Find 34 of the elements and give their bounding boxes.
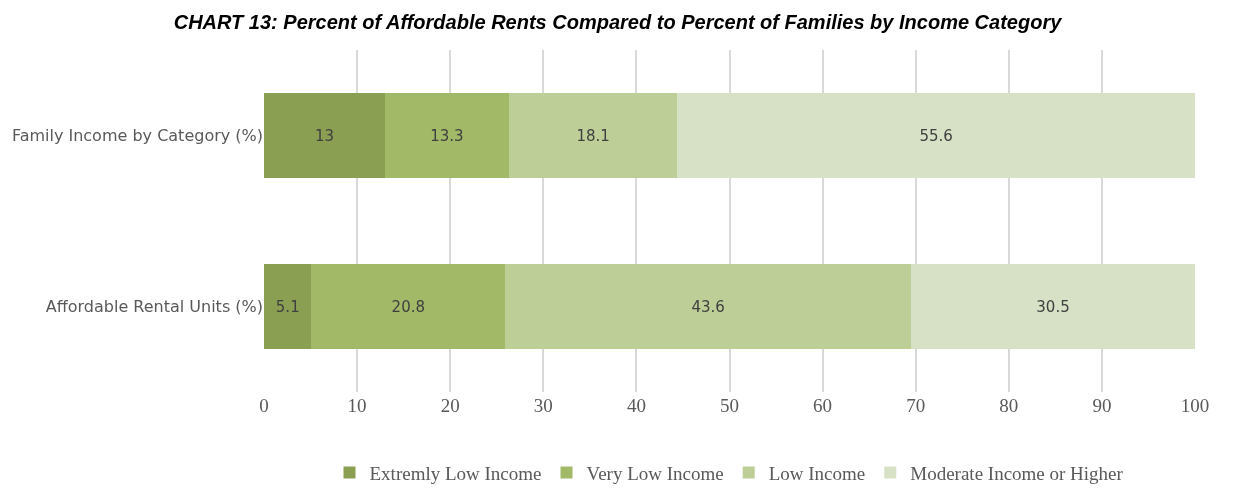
x-tick-label: 70 — [906, 395, 926, 416]
bar — [677, 92, 1195, 179]
bar — [911, 263, 1195, 350]
x-tick-label: 60 — [813, 395, 833, 416]
bar — [264, 263, 312, 350]
legend-label: Low Income — [768, 462, 866, 484]
data-label: 30.5 — [1036, 297, 1070, 316]
chart-title: CHART 13: Percent of Affordable Rents Compared to Percent of Families by Income Category — [173, 11, 1063, 34]
data-label: 55.6 — [919, 126, 953, 145]
data-label: 5.1 — [275, 297, 300, 316]
x-tick-label: 90 — [1092, 395, 1112, 416]
data-label: 18.1 — [576, 126, 610, 145]
x-tick-label: 20 — [440, 395, 460, 416]
data-label: 13 — [314, 126, 335, 145]
bar — [508, 92, 678, 179]
x-tick-label: 80 — [999, 395, 1019, 416]
bar — [311, 263, 506, 350]
x-tick-label: 40 — [626, 395, 646, 416]
data-label: 43.6 — [691, 297, 725, 316]
bar — [385, 92, 509, 179]
legend-label: Moderate Income or Higher — [910, 462, 1124, 484]
bar — [264, 92, 386, 179]
x-tick-label: 30 — [533, 395, 553, 416]
x-tick-label: 0 — [259, 395, 269, 416]
x-tick-label: 50 — [720, 395, 739, 416]
y-tick-label: Family Income by Category (%) — [11, 126, 263, 146]
legend-label: Very Low Income — [586, 462, 724, 484]
data-label: 20.8 — [391, 297, 426, 316]
bar — [505, 263, 912, 350]
x-tick-label: 10 — [347, 395, 367, 416]
legend-label: Extremly Low Income — [369, 462, 542, 484]
data-label: 13.3 — [430, 126, 464, 145]
y-tick-label: Affordable Rental Units (%) — [45, 297, 263, 317]
x-tick-label: 100 — [1180, 395, 1210, 416]
